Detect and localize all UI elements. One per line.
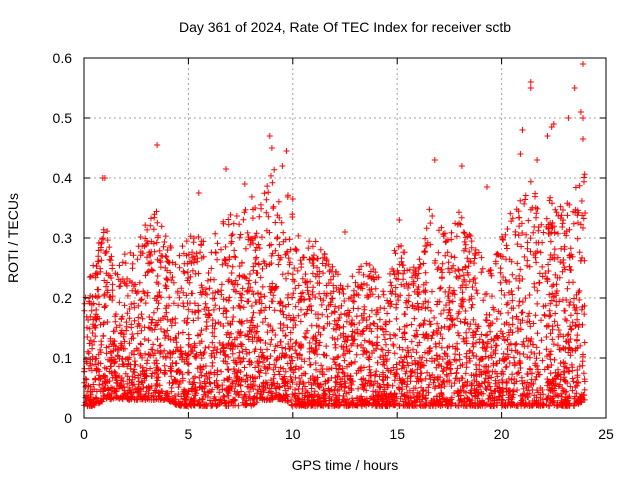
x-axis-label: GPS time / hours bbox=[292, 457, 399, 473]
x-tick-label: 20 bbox=[494, 426, 510, 442]
x-tick-label: 15 bbox=[389, 426, 405, 442]
y-axis-label: ROTI / TECUs bbox=[5, 193, 21, 283]
y-tick-label: 0.5 bbox=[53, 110, 73, 126]
x-tick-label: 25 bbox=[598, 426, 614, 442]
data-points bbox=[81, 61, 589, 409]
y-tick-label: 0.4 bbox=[53, 170, 73, 186]
chart-title: Day 361 of 2024, Rate Of TEC Index for r… bbox=[179, 19, 511, 35]
x-tick-label: 0 bbox=[80, 426, 88, 442]
y-tick-label: 0.1 bbox=[53, 350, 73, 366]
axis-ticks: 0 5 10 15 20 25 0 0.1 0.2 0.3 0.4 0.5 0.6 bbox=[53, 50, 614, 442]
x-tick-label: 10 bbox=[285, 426, 301, 442]
y-tick-label: 0 bbox=[64, 410, 72, 426]
y-tick-label: 0.6 bbox=[53, 50, 73, 66]
y-tick-label: 0.2 bbox=[53, 290, 73, 306]
roti-point-cloud bbox=[81, 61, 589, 409]
y-tick-label: 0.3 bbox=[53, 230, 73, 246]
x-tick-label: 5 bbox=[185, 426, 193, 442]
